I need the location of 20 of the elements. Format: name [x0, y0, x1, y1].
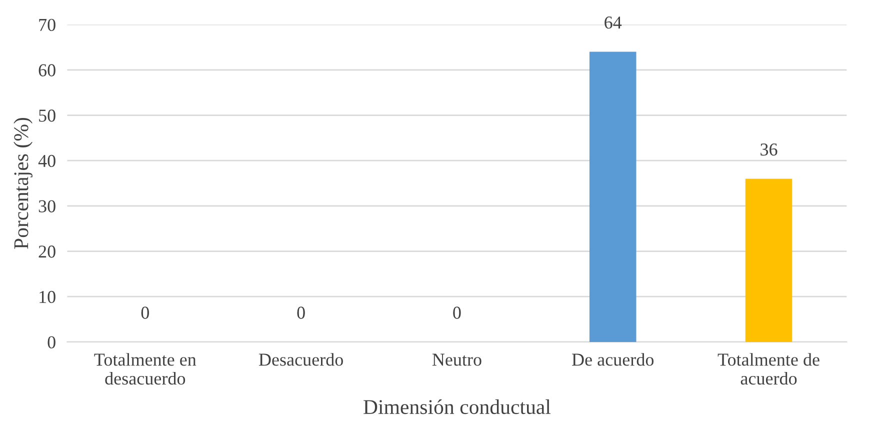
data-label: 64 [604, 16, 622, 29]
data-label: 0 [141, 306, 149, 319]
y-tick-label: 60 [38, 64, 56, 76]
x-tick-label: Neutro [432, 354, 482, 366]
y-tick-label: 10 [40, 290, 56, 304]
y-axis-title: Porcentajes (%) [14, 118, 32, 249]
y-tick-label: 70 [39, 18, 56, 32]
x-tick-label: De acuerdo [572, 353, 654, 366]
y-tick-label: 30 [38, 200, 56, 212]
data-label: 36 [760, 143, 778, 156]
y-tick-label: 50 [39, 110, 56, 122]
x-tick-label: Totalmente de acuerdo [718, 353, 820, 385]
x-tick-label: Desacuerdo [258, 353, 343, 366]
y-tick-label: 40 [38, 154, 56, 168]
y-tick-label: 20 [38, 246, 56, 258]
y-tick-label: 0 [48, 336, 56, 348]
data-label: 0 [297, 306, 305, 319]
x-axis-title: Dimensión conductual [364, 399, 551, 414]
data-label: 0 [453, 306, 461, 319]
x-tick-label: Totalmente en desacuerdo [94, 353, 196, 385]
